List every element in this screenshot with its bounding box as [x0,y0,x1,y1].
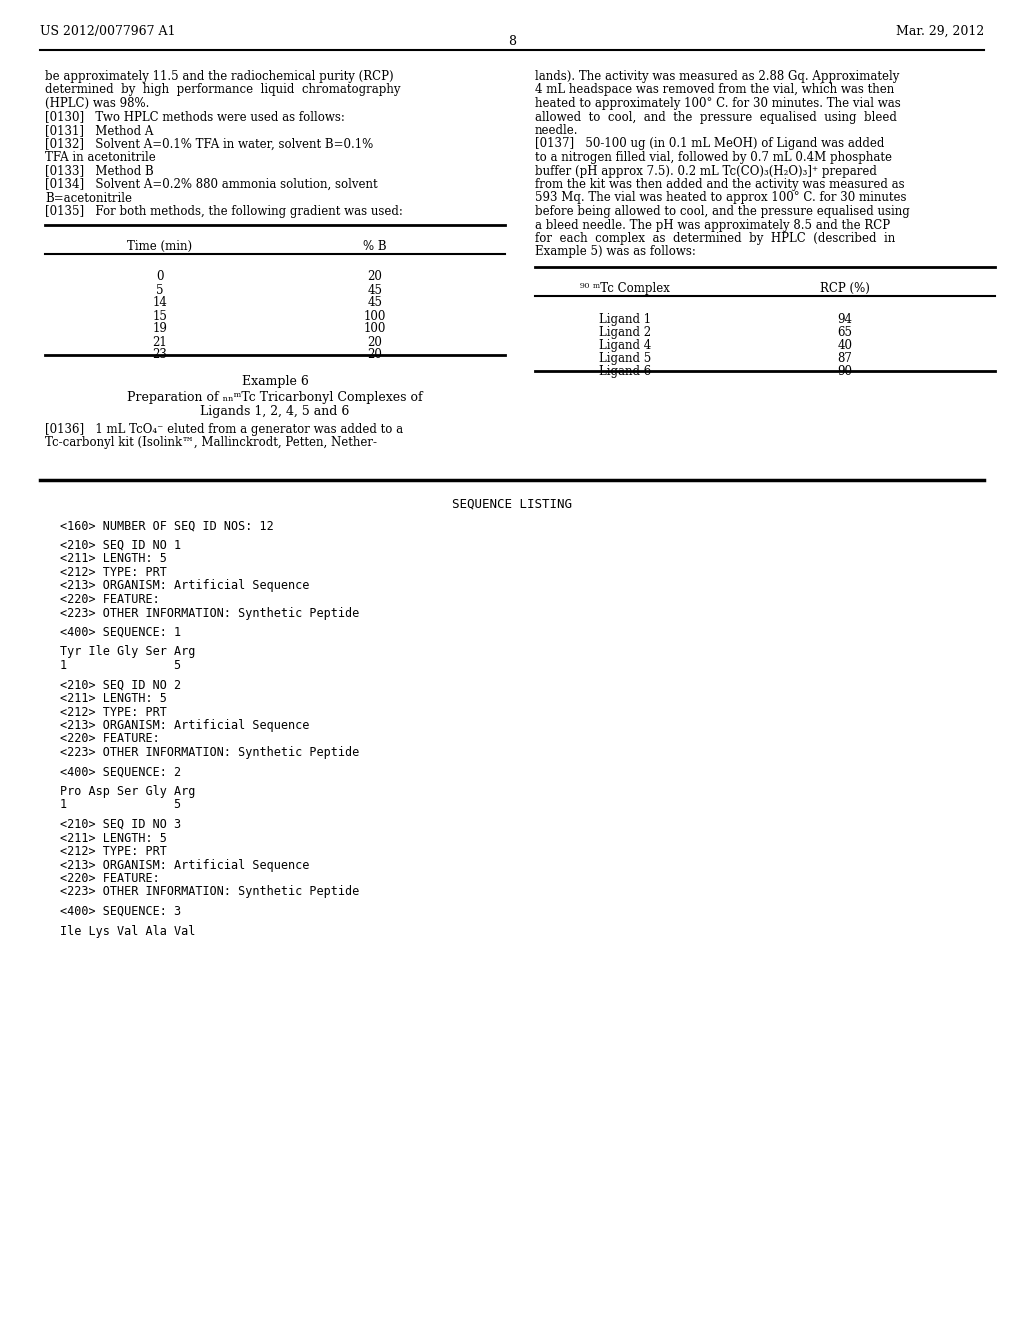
Text: Mar. 29, 2012: Mar. 29, 2012 [896,25,984,38]
Text: <211> LENGTH: 5: <211> LENGTH: 5 [60,553,167,565]
Text: allowed  to  cool,  and  the  pressure  equalised  using  bleed: allowed to cool, and the pressure equali… [535,111,897,124]
Text: Tc-carbonyl kit (Isolink™, Mallinckrodt, Petten, Nether-: Tc-carbonyl kit (Isolink™, Mallinckrodt,… [45,436,377,449]
Text: [0137]   50-100 ug (in 0.1 mL MeOH) of Ligand was added: [0137] 50-100 ug (in 0.1 mL MeOH) of Lig… [535,137,885,150]
Text: Time (min): Time (min) [127,239,193,252]
Text: 4 mL headspace was removed from the vial, which was then: 4 mL headspace was removed from the vial… [535,83,894,96]
Text: 100: 100 [364,322,386,335]
Text: <400> SEQUENCE: 3: <400> SEQUENCE: 3 [60,906,181,917]
Text: <212> TYPE: PRT: <212> TYPE: PRT [60,566,167,579]
Text: <223> OTHER INFORMATION: Synthetic Peptide: <223> OTHER INFORMATION: Synthetic Pepti… [60,746,359,759]
Text: 100: 100 [364,309,386,322]
Text: 65: 65 [838,326,853,339]
Text: be approximately 11.5 and the radiochemical purity (RCP): be approximately 11.5 and the radiochemi… [45,70,393,83]
Text: 45: 45 [368,297,383,309]
Text: <212> TYPE: PRT: <212> TYPE: PRT [60,705,167,718]
Text: <210> SEQ ID NO 2: <210> SEQ ID NO 2 [60,678,181,692]
Text: 1               5: 1 5 [60,659,181,672]
Text: 20: 20 [368,348,382,362]
Text: <212> TYPE: PRT: <212> TYPE: PRT [60,845,167,858]
Text: Ligand 5: Ligand 5 [599,352,651,366]
Text: 23: 23 [153,348,168,362]
Text: 8: 8 [508,36,516,48]
Text: (HPLC) was 98%.: (HPLC) was 98%. [45,96,150,110]
Text: TFA in acetonitrile: TFA in acetonitrile [45,150,156,164]
Text: 593 Mq. The vial was heated to approx 100° C. for 30 minutes: 593 Mq. The vial was heated to approx 10… [535,191,906,205]
Text: 15: 15 [153,309,168,322]
Text: Ligand 4: Ligand 4 [599,339,651,352]
Text: [0130]   Two HPLC methods were used as follows:: [0130] Two HPLC methods were used as fol… [45,111,345,124]
Text: <223> OTHER INFORMATION: Synthetic Peptide: <223> OTHER INFORMATION: Synthetic Pepti… [60,886,359,899]
Text: RCP (%): RCP (%) [820,282,870,294]
Text: US 2012/0077967 A1: US 2012/0077967 A1 [40,25,175,38]
Text: <400> SEQUENCE: 1: <400> SEQUENCE: 1 [60,626,181,639]
Text: from the kit was then added and the activity was measured as: from the kit was then added and the acti… [535,178,904,191]
Text: <211> LENGTH: 5: <211> LENGTH: 5 [60,832,167,845]
Text: to a nitrogen filled vial, followed by 0.7 mL 0.4M phosphate: to a nitrogen filled vial, followed by 0… [535,150,892,164]
Text: 19: 19 [153,322,168,335]
Text: <213> ORGANISM: Artificial Sequence: <213> ORGANISM: Artificial Sequence [60,719,309,733]
Text: 21: 21 [153,335,167,348]
Text: 20: 20 [368,271,382,284]
Text: Ligands 1, 2, 4, 5 and 6: Ligands 1, 2, 4, 5 and 6 [201,404,349,417]
Text: 40: 40 [838,339,853,352]
Text: 87: 87 [838,352,852,366]
Text: Example 6: Example 6 [242,375,308,388]
Text: for  each  complex  as  determined  by  HPLC  (described  in: for each complex as determined by HPLC (… [535,232,895,246]
Text: <220> FEATURE:: <220> FEATURE: [60,593,160,606]
Text: <400> SEQUENCE: 2: <400> SEQUENCE: 2 [60,766,181,779]
Text: SEQUENCE LISTING: SEQUENCE LISTING [452,498,572,511]
Text: 5: 5 [157,284,164,297]
Text: <211> LENGTH: 5: <211> LENGTH: 5 [60,692,167,705]
Text: Example 5) was as follows:: Example 5) was as follows: [535,246,696,259]
Text: <210> SEQ ID NO 3: <210> SEQ ID NO 3 [60,818,181,832]
Text: before being allowed to cool, and the pressure equalised using: before being allowed to cool, and the pr… [535,205,909,218]
Text: Ligand 6: Ligand 6 [599,366,651,378]
Text: <210> SEQ ID NO 1: <210> SEQ ID NO 1 [60,539,181,552]
Text: <213> ORGANISM: Artificial Sequence: <213> ORGANISM: Artificial Sequence [60,579,309,593]
Text: B=acetonitrile: B=acetonitrile [45,191,132,205]
Text: [0132]   Solvent A=0.1% TFA in water, solvent B=0.1%: [0132] Solvent A=0.1% TFA in water, solv… [45,137,374,150]
Text: needle.: needle. [535,124,579,137]
Text: 90: 90 [838,366,853,378]
Text: Pro Asp Ser Gly Arg: Pro Asp Ser Gly Arg [60,785,196,799]
Text: [0133]   Method B: [0133] Method B [45,165,154,177]
Text: <220> FEATURE:: <220> FEATURE: [60,733,160,746]
Text: 1               5: 1 5 [60,799,181,812]
Text: Preparation of ₙₙᵐTc Tricarbonyl Complexes of: Preparation of ₙₙᵐTc Tricarbonyl Complex… [127,391,423,404]
Text: Ligand 2: Ligand 2 [599,326,651,339]
Text: [0136]   1 mL TcO₄⁻ eluted from a generator was added to a: [0136] 1 mL TcO₄⁻ eluted from a generato… [45,422,403,436]
Text: [0134]   Solvent A=0.2% 880 ammonia solution, solvent: [0134] Solvent A=0.2% 880 ammonia soluti… [45,178,378,191]
Text: <213> ORGANISM: Artificial Sequence: <213> ORGANISM: Artificial Sequence [60,858,309,871]
Text: 14: 14 [153,297,168,309]
Text: 45: 45 [368,284,383,297]
Text: 20: 20 [368,335,382,348]
Text: ⁹⁰ ᵐTc Complex: ⁹⁰ ᵐTc Complex [580,282,670,294]
Text: lands). The activity was measured as 2.88 Gq. Approximately: lands). The activity was measured as 2.8… [535,70,899,83]
Text: <220> FEATURE:: <220> FEATURE: [60,873,160,884]
Text: % B: % B [364,239,387,252]
Text: determined  by  high  performance  liquid  chromatography: determined by high performance liquid ch… [45,83,400,96]
Text: 94: 94 [838,313,853,326]
Text: Ile Lys Val Ala Val: Ile Lys Val Ala Val [60,924,196,937]
Text: [0135]   For both methods, the following gradient was used:: [0135] For both methods, the following g… [45,205,402,218]
Text: <223> OTHER INFORMATION: Synthetic Peptide: <223> OTHER INFORMATION: Synthetic Pepti… [60,606,359,619]
Text: heated to approximately 100° C. for 30 minutes. The vial was: heated to approximately 100° C. for 30 m… [535,96,901,110]
Text: <160> NUMBER OF SEQ ID NOS: 12: <160> NUMBER OF SEQ ID NOS: 12 [60,520,273,532]
Text: a bleed needle. The pH was approximately 8.5 and the RCP: a bleed needle. The pH was approximately… [535,219,890,231]
Text: 0: 0 [157,271,164,284]
Text: [0131]   Method A: [0131] Method A [45,124,154,137]
Text: Ligand 1: Ligand 1 [599,313,651,326]
Text: buffer (pH approx 7.5). 0.2 mL Tc(CO)₃(H₂O)₃]⁺ prepared: buffer (pH approx 7.5). 0.2 mL Tc(CO)₃(H… [535,165,877,177]
Text: Tyr Ile Gly Ser Arg: Tyr Ile Gly Ser Arg [60,645,196,659]
